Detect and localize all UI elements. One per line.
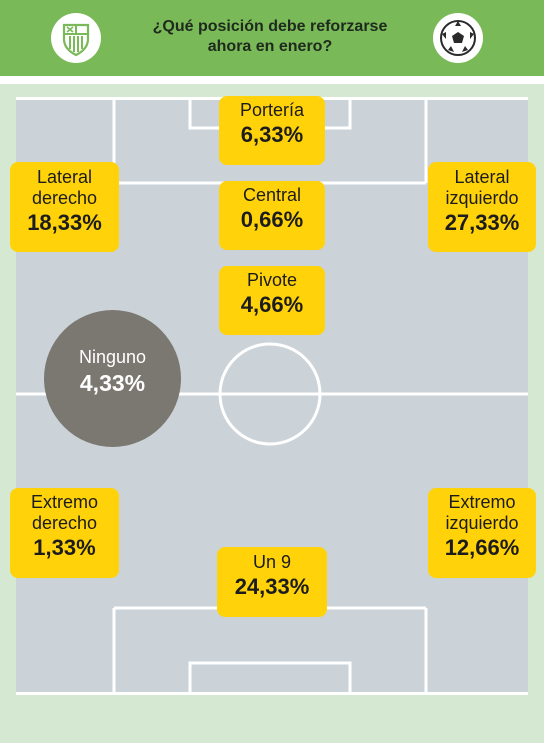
position-label-line-2: derecho xyxy=(31,513,98,533)
position-label-line-2: derecho xyxy=(31,188,98,208)
soccer-ball-icon xyxy=(433,13,483,63)
position-value: 1,33% xyxy=(33,535,96,560)
position-ninguno: Ninguno 4,33% xyxy=(44,310,181,447)
position-extremo-izquierdo: Extremo izquierdo 12,66% xyxy=(428,488,536,578)
position-label: Central xyxy=(242,185,302,205)
position-un-9: Un 9 24,33% xyxy=(217,547,327,617)
position-label-line-1: Lateral xyxy=(454,167,510,187)
header-bar: ¿Qué posición debe reforzarse ahora en e… xyxy=(0,0,544,76)
position-label-line-2: izquierdo xyxy=(445,188,519,208)
position-pivote: Pivote 4,66% xyxy=(219,266,325,335)
title-line-2: ahora en enero? xyxy=(207,38,333,55)
position-value: 27,33% xyxy=(444,210,520,235)
position-label: Ninguno xyxy=(78,347,147,367)
page-title: ¿Qué posición debe reforzarse ahora en e… xyxy=(120,17,420,57)
header-divider xyxy=(0,76,544,84)
position-value: 4,33% xyxy=(79,370,146,396)
position-value: 24,33% xyxy=(234,574,310,599)
position-value: 18,33% xyxy=(27,210,102,235)
position-lateral-derecho: Lateral derecho 18,33% xyxy=(10,162,119,252)
position-label: Portería xyxy=(239,100,305,120)
position-value: 0,66% xyxy=(240,207,304,232)
position-value: 12,66% xyxy=(444,535,520,560)
position-value: 6,33% xyxy=(240,122,304,147)
position-label-line-1: Lateral xyxy=(36,167,93,187)
position-lateral-izquierdo: Lateral izquierdo 27,33% xyxy=(428,162,536,252)
title-line-1: ¿Qué posición debe reforzarse xyxy=(152,18,388,35)
position-label-line-1: Extremo xyxy=(448,492,516,512)
position-label: Pivote xyxy=(246,270,298,290)
position-central: Central 0,66% xyxy=(219,181,325,250)
position-value: 4,66% xyxy=(240,292,304,317)
club-crest-icon xyxy=(51,13,101,63)
position-label: Un 9 xyxy=(252,552,292,572)
position-label-line-1: Extremo xyxy=(30,492,99,512)
position-porteria: Portería 6,33% xyxy=(219,96,325,165)
position-label-line-2: izquierdo xyxy=(445,513,519,533)
position-extremo-derecho: Extremo derecho 1,33% xyxy=(10,488,119,578)
